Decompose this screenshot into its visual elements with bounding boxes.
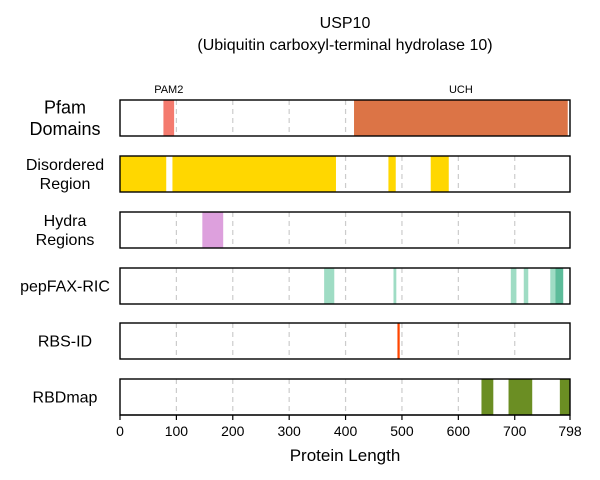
segment-5-2	[559, 379, 570, 415]
tracks-layer: PAM2 UCH Pfam Domains Disordered Region Hydra R…	[20, 84, 571, 416]
x-tick-label: 798	[558, 423, 582, 439]
track-2: Hydra Regions	[36, 211, 571, 249]
track-frame	[119, 155, 571, 193]
x-axis-title: Protein Length	[290, 446, 401, 465]
track-label: Hydra Regions	[36, 213, 95, 249]
x-tick-label: 200	[221, 423, 245, 439]
segment-0-0	[163, 100, 175, 136]
segment-3-4	[550, 268, 556, 304]
segment-3-1	[393, 268, 397, 304]
track-frame	[119, 267, 571, 305]
x-tick-label: 0	[116, 423, 124, 439]
segment-2-0	[202, 212, 224, 248]
segment-3-0	[324, 268, 335, 304]
track-0: PAM2 UCH Pfam Domains	[29, 84, 571, 139]
x-tick-label: 500	[390, 423, 414, 439]
chart-title: USP10	[320, 15, 371, 32]
track-label: RBS-ID	[38, 334, 92, 351]
segment-3-2	[510, 268, 517, 304]
track-frame	[119, 322, 571, 360]
track-frame	[119, 211, 571, 249]
segment-4-0	[397, 323, 400, 359]
x-tick-label: 600	[447, 423, 471, 439]
segment-3-3	[523, 268, 529, 304]
track-label: pepFAX-RIC	[20, 279, 110, 296]
track-1: Disordered Region	[26, 155, 571, 193]
track-5: RBDmap	[33, 378, 571, 416]
segment-5-0	[481, 379, 494, 415]
x-tick-label: 100	[165, 423, 189, 439]
track-frame	[119, 99, 571, 137]
track-label: Disordered Region	[26, 157, 104, 193]
segment-1-3	[430, 156, 449, 192]
segment-3-5	[555, 268, 564, 304]
track-4: RBS-ID	[38, 322, 571, 360]
track-3: pepFAX-RIC	[20, 267, 571, 305]
x-axis: 0 100 200 300 400 500 600 700 798	[116, 414, 582, 439]
segment-1-0	[120, 156, 167, 192]
domain-name-label: PAM2	[154, 84, 183, 96]
segment-0-1	[354, 100, 568, 136]
segment-5-1	[508, 379, 533, 415]
track-label: RBDmap	[33, 390, 98, 407]
segment-1-1	[172, 156, 336, 192]
x-tick-label: 400	[334, 423, 358, 439]
track-label: Pfam Domains	[29, 98, 100, 139]
segment-1-2	[388, 156, 396, 192]
domain-name-label: UCH	[449, 84, 473, 96]
chart-subtitle: (Ubiquitin carboxyl-terminal hydrolase 1…	[197, 37, 492, 54]
x-tick-label: 700	[503, 423, 527, 439]
x-tick-label: 300	[277, 423, 301, 439]
